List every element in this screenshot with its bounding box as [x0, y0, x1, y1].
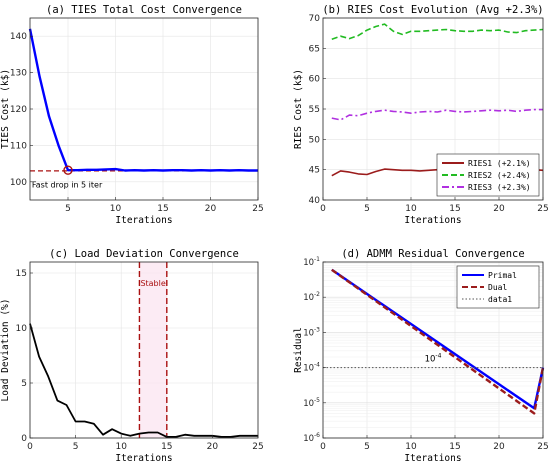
y-tick-label: 110	[10, 141, 27, 151]
grid	[322, 262, 544, 439]
y-tick-label: 100	[10, 178, 27, 188]
band-label: Stable	[140, 279, 165, 288]
y-ticks: 100 110 120 130 140	[10, 32, 33, 188]
stable-band	[139, 262, 167, 438]
x-ticks: 0 5 10 15 20 25	[320, 197, 549, 214]
x-ticks: 5 10 15 20 25	[65, 197, 264, 214]
y-tick-label: 40	[309, 196, 321, 206]
y-tick-label: 65	[309, 44, 320, 54]
y-tick-label: 45	[309, 166, 320, 176]
y-tick-label: 130	[10, 69, 27, 79]
x-tick-label: 25	[537, 442, 548, 452]
x-tick-label: 20	[207, 442, 219, 452]
x-tick-label: 5	[364, 442, 370, 452]
x-tick-label: 20	[493, 442, 505, 452]
legend-label: RIES1 (+2.1%)	[468, 159, 531, 168]
x-axis-label: Iterations	[404, 215, 461, 226]
x-tick-label: 20	[493, 204, 505, 214]
x-tick-label: 10	[115, 442, 127, 452]
y-axis-label: TIES Cost (k$)	[0, 69, 11, 149]
annotation-text: 10-4	[425, 352, 442, 364]
x-tick-label: 0	[27, 442, 33, 452]
x-tick-label: 5	[364, 204, 370, 214]
x-tick-label: 15	[161, 442, 172, 452]
legend-label: RIES3 (+2.3%)	[468, 183, 531, 192]
x-tick-label: 5	[65, 204, 71, 214]
grid	[30, 18, 259, 200]
y-tick-label: 70	[309, 14, 321, 24]
chart-b: 0 5 10 15 20 25 40 45 50 55 60 65 70(b) RIES Cost Ev…	[293, 4, 549, 226]
y-tick-label: 5	[21, 379, 27, 389]
chart-title: (d) ADMM Residual Convergence	[341, 248, 524, 260]
legend: RIES1 (+2.1%) RIES2 (+2.4%) RIES3 (+2.3%)	[436, 153, 540, 197]
series-line-main	[29, 323, 258, 438]
x-tick-label: 5	[73, 442, 79, 452]
plot-frame	[322, 261, 544, 439]
legend-label: Primal	[488, 271, 517, 280]
y-tick-label: 50	[309, 135, 321, 145]
y-tick-label: 140	[10, 32, 27, 42]
chart-c: 0 5 10 15 20 25 0 5 10 15 (c) Load Deviation Conve…	[0, 248, 264, 464]
x-tick-label: 15	[157, 204, 168, 214]
x-tick-label: 15	[449, 442, 460, 452]
x-tick-label: 20	[205, 204, 217, 214]
plot-frame	[29, 261, 259, 439]
chart-title: (c) Load Deviation Convergence	[49, 248, 239, 260]
converge-marker	[63, 165, 73, 175]
annotation-text: Fast drop in 5 iter	[32, 181, 103, 190]
chart-a: 5 10 15 20 25 100 110 120 130 140 (a) TIES Total C…	[0, 4, 264, 226]
x-tick-label: 0	[320, 204, 326, 214]
y-tick-label: 10-2	[303, 291, 320, 303]
y-tick-label: 10-1	[303, 256, 320, 268]
x-tick-label: 25	[252, 442, 263, 452]
y-ticks: 10-6 10-5 10-4 10-3 10-2 10-1	[303, 256, 326, 444]
series-line-ries3	[331, 108, 543, 121]
series-line-ries2	[331, 23, 544, 40]
y-tick-label: 10-6	[303, 432, 320, 444]
y-ticks: 0 5 10 15	[16, 269, 33, 444]
series-line-main	[28, 28, 258, 172]
chart-title: (a) TIES Total Cost Convergence	[46, 4, 242, 16]
y-tick-label: 10-4	[303, 362, 320, 374]
y-tick-label: 10	[16, 324, 28, 334]
chart-d: 0 5 10 15 20 25 10-6 10-5 10-4 10-3 10-2 10-1 (d) AD…	[293, 248, 549, 464]
x-axis-label: Iterations	[404, 453, 461, 464]
x-ticks: 0 5 10 15 20 25	[320, 435, 549, 452]
x-tick-label: 15	[449, 204, 460, 214]
x-tick-label: 25	[537, 204, 548, 214]
y-tick-label: 10-3	[303, 326, 320, 338]
x-tick-label: 10	[110, 204, 122, 214]
x-axis-label: Iterations	[115, 453, 172, 464]
y-tick-label: 15	[16, 269, 27, 279]
y-tick-label: 55	[309, 105, 320, 115]
y-tick-label: 60	[309, 75, 321, 85]
x-ticks: 0 5 10 15 20 25	[27, 435, 264, 452]
x-axis-label: Iterations	[115, 215, 172, 226]
y-tick-label: 0	[21, 434, 27, 444]
x-tick-label: 10	[405, 442, 417, 452]
y-tick-label: 120	[10, 105, 27, 115]
chart-title: (b) RIES Cost Evolution (Avg +2.3%)	[322, 4, 543, 16]
series-line-dual	[331, 268, 545, 415]
x-tick-label: 25	[252, 204, 263, 214]
y-axis-label: Residual	[293, 327, 304, 373]
x-tick-label: 10	[405, 204, 417, 214]
y-ticks: 40 45 50 55 60 65 70	[309, 14, 326, 206]
y-axis-label: Load Deviation (%)	[0, 299, 11, 402]
legend-label: RIES2 (+2.4%)	[468, 171, 531, 180]
y-axis-label: RIES Cost (k$)	[293, 69, 304, 149]
legend-label: Dual	[488, 283, 507, 292]
legend: Primal Dual data1	[456, 265, 540, 309]
x-tick-label: 0	[320, 442, 326, 452]
legend-box	[456, 265, 540, 309]
y-tick-label: 10-5	[303, 397, 320, 409]
legend-label: data1	[488, 295, 512, 304]
